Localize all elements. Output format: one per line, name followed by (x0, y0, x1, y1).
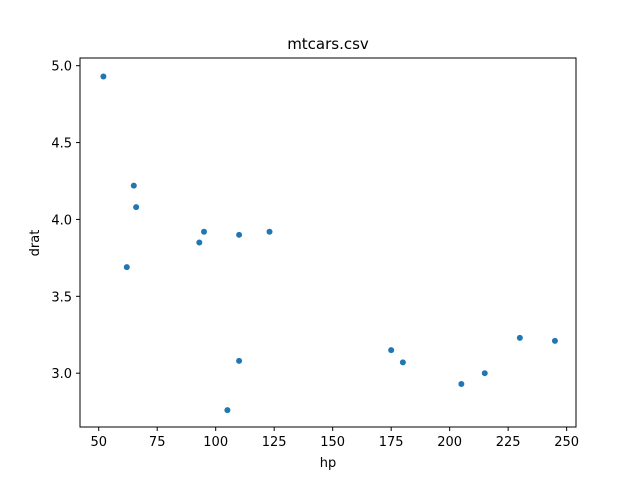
data-points (100, 73, 558, 414)
x-axis: 50 75 100 125 150 175 200 225 250 (90, 427, 579, 450)
y-tick-label: 3.0 (51, 367, 72, 382)
data-point (236, 357, 243, 364)
x-tick-label: 200 (437, 435, 462, 450)
chart-title: mtcars.csv (287, 35, 369, 53)
data-point (133, 204, 140, 211)
y-tick-label: 5.0 (51, 60, 72, 75)
x-tick-label: 225 (496, 435, 521, 450)
y-tick-label: 3.5 (51, 290, 72, 305)
x-tick-label: 250 (554, 435, 579, 450)
data-point (224, 407, 231, 414)
x-tick-label: 175 (379, 435, 404, 450)
y-tick-label: 4.0 (51, 213, 72, 228)
x-tick-label: 100 (203, 435, 228, 450)
data-point (516, 334, 523, 341)
data-point (458, 380, 465, 387)
data-point (399, 359, 406, 366)
x-tick-label: 150 (320, 435, 345, 450)
data-point (266, 228, 273, 235)
data-point (201, 228, 207, 235)
data-point (551, 337, 558, 344)
y-tick-label: 4.5 (51, 137, 72, 152)
data-point (123, 264, 130, 271)
data-point (100, 73, 107, 80)
data-point (236, 231, 243, 238)
x-tick-label: 75 (149, 435, 166, 450)
y-axis-label: drat (28, 230, 43, 257)
plot-area (79, 57, 577, 428)
x-axis-label: hp (320, 456, 337, 471)
x-tick-label: 125 (262, 435, 287, 450)
x-tick-label: 50 (90, 435, 107, 450)
data-point (481, 370, 488, 377)
data-point (388, 347, 395, 354)
data-point (196, 239, 203, 246)
y-axis: 3.0 3.5 4.0 4.5 5.0 (51, 60, 80, 382)
data-point (130, 182, 137, 189)
